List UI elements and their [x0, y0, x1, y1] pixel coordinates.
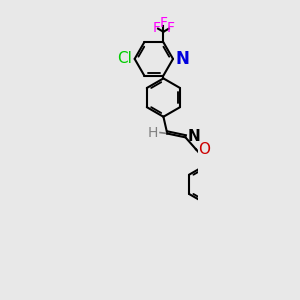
- Text: F: F: [152, 21, 160, 34]
- Text: F: F: [167, 21, 175, 34]
- Text: O: O: [198, 142, 210, 157]
- Text: N: N: [188, 129, 201, 144]
- Text: Cl: Cl: [117, 51, 132, 66]
- Text: N: N: [176, 50, 190, 68]
- Text: F: F: [159, 16, 167, 30]
- Text: H: H: [147, 126, 158, 140]
